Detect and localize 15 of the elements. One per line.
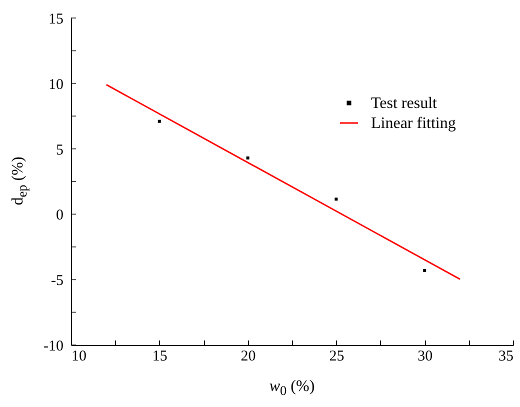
y-tick-label: 15 xyxy=(48,12,64,28)
y-tick-label: 5 xyxy=(56,142,64,158)
x-axis-title: w$_{0}$ (%) xyxy=(268,378,316,400)
y-tick-label: -5 xyxy=(51,273,64,290)
x-tick-label: 10 xyxy=(72,348,86,364)
x-tick-label: 35 xyxy=(498,348,514,364)
y-tick-label: 0 xyxy=(56,208,64,224)
x-tick-label: 15 xyxy=(152,348,168,364)
x-tick-label: 25 xyxy=(329,348,344,364)
legend-label: Test result xyxy=(371,95,438,112)
x-tick-label: 30 xyxy=(418,348,433,364)
y-tick-label: -10 xyxy=(44,338,64,354)
x-tick-label: 20 xyxy=(240,348,256,364)
legend-label: Linear fitting xyxy=(371,115,456,132)
y-tick-label: 10 xyxy=(48,76,64,93)
